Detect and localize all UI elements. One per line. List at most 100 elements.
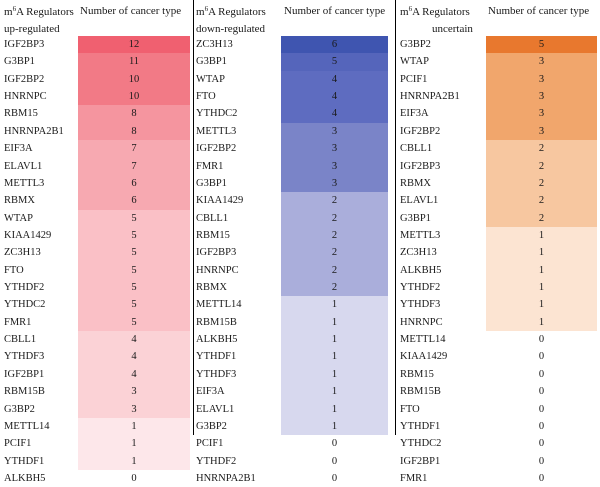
cancer-type-count: 0	[486, 383, 597, 401]
cancer-type-count: 3	[78, 400, 190, 418]
table-row: WTAP 3	[396, 53, 600, 71]
cancer-type-count: 2	[281, 244, 388, 262]
cancer-type-count: 6	[78, 174, 190, 193]
table-row: KIAA1429 0	[396, 348, 600, 366]
regulator-name: ALKBH5	[196, 334, 238, 346]
cancer-type-count: 3	[486, 105, 597, 123]
regulator-name: ALKBH5	[400, 264, 442, 276]
cancer-type-count: 2	[281, 192, 388, 210]
regulator-name: ELAVL1	[196, 403, 235, 415]
cancer-type-count: 1	[281, 400, 388, 418]
regulator-name: G3BP2	[4, 403, 35, 415]
table-row: EIF3A 7	[0, 140, 193, 158]
table-row: METTL3 1	[396, 226, 600, 245]
count-header: Number of cancer type	[80, 5, 182, 17]
table-row: FMR1 0	[396, 470, 600, 487]
table-row: FMR1 5	[0, 313, 193, 332]
table-row: CBLL1 2	[194, 209, 395, 227]
table-row: ELAVL1 1	[194, 400, 395, 418]
regulator-name: G3BP1	[400, 212, 431, 224]
cancer-type-count: 2	[486, 174, 597, 193]
regulator-name: HNRNPA2B1	[400, 91, 460, 103]
table-row: G3BP2 5	[396, 36, 600, 54]
table-row: YTHDF2 5	[0, 279, 193, 297]
regulator-status-label: uncertain	[432, 23, 473, 35]
table-row: ZC3H13 1	[396, 244, 600, 262]
regulator-name: YTHDF2	[400, 282, 441, 294]
table-row: IGF2BP3 2	[194, 244, 395, 262]
cancer-type-count: 4	[281, 88, 388, 106]
regulator-name: YTHDF1	[4, 455, 45, 467]
cancer-type-count: 0	[486, 452, 597, 470]
table-row: METTL14 1	[0, 417, 193, 436]
table-row: KIAA1429 5	[0, 226, 193, 245]
regulator-name: METTL14	[4, 420, 50, 432]
cancer-type-count: 10	[78, 70, 190, 89]
table-row: EIF3A 1	[194, 383, 395, 401]
regulator-name: IGF2BP3	[400, 160, 441, 172]
cancer-type-count: 5	[78, 244, 190, 262]
cancer-type-count: 1	[281, 365, 388, 384]
table-row: FTO 4	[194, 88, 395, 106]
cancer-type-count: 5	[281, 53, 388, 71]
table-row: ELAVL1 7	[0, 157, 193, 175]
regulator-name: FTO	[400, 403, 420, 415]
cancer-type-count: 1	[486, 296, 597, 314]
cancer-type-count: 1	[486, 313, 597, 332]
cancer-type-count: 3	[281, 140, 388, 158]
regulator-name: HNRNPA2B1	[196, 473, 256, 484]
regulator-name: KIAA1429	[196, 195, 244, 207]
regulator-name: FTO	[4, 264, 24, 276]
regulator-name: YTHDC2	[196, 108, 238, 120]
table-row: RBMX 2	[194, 279, 395, 297]
regulator-name: CBLL1	[400, 143, 433, 155]
cancer-type-count: 0	[486, 470, 597, 487]
cancer-type-count: 5	[78, 209, 190, 227]
regulator-name: WTAP	[400, 56, 429, 68]
table-row: ALKBH5 0	[0, 470, 193, 487]
regulator-header-label: A Regulators	[412, 6, 470, 18]
table-row: G3BP1 2	[396, 209, 600, 227]
cancer-type-count: 2	[486, 157, 597, 175]
cancer-type-count: 1	[486, 244, 597, 262]
table-row: CBLL1 2	[396, 140, 600, 158]
regulator-name: HNRNPA2B1	[4, 125, 64, 137]
table-row: IGF2BP1 0	[396, 452, 600, 470]
table-row: RBM15 0	[396, 365, 600, 384]
table-row: WTAP 4	[194, 70, 395, 89]
regulator-name: YTHDF1	[196, 351, 237, 363]
regulator-name: YTHDC2	[400, 438, 442, 450]
table-row: YTHDF1 1	[0, 452, 193, 470]
cancer-type-count: 4	[281, 105, 388, 123]
regulator-name: KIAA1429	[400, 351, 448, 363]
table-row: RBMX 6	[0, 192, 193, 210]
cancer-type-count: 2	[486, 209, 597, 227]
regulator-name: YTHDF2	[4, 282, 45, 294]
regulator-name: IGF2BP2	[4, 73, 45, 85]
regulator-header-label: A Regulators	[16, 6, 74, 18]
regulator-header-label: A Regulators	[208, 6, 266, 18]
table-row: PCIF1 3	[396, 70, 600, 89]
cancer-type-count: 10	[78, 88, 190, 106]
cancer-type-count: 2	[486, 140, 597, 158]
table-row: KIAA1429 2	[194, 192, 395, 210]
cancer-type-count: 12	[78, 36, 190, 54]
regulator-name: G3BP1	[196, 177, 227, 189]
regulator-name: RBM15B	[196, 316, 237, 328]
table-row: CBLL1 4	[0, 331, 193, 349]
table-row: G3BP1 11	[0, 53, 193, 71]
regulator-name: G3BP1	[196, 56, 227, 68]
table-row: PCIF1 1	[0, 435, 193, 453]
cancer-type-count: 3	[281, 174, 388, 193]
table-row: METTL14 1	[194, 296, 395, 314]
cancer-type-count: 0	[486, 435, 597, 453]
regulator-name: RBM15	[196, 229, 230, 241]
regulator-name: YTHDF2	[196, 455, 237, 467]
table-row: METTL3 6	[0, 174, 193, 193]
table-row: ELAVL1 2	[396, 192, 600, 210]
table-row: FTO 5	[0, 261, 193, 280]
table-row: METTL3 3	[194, 122, 395, 141]
panel-up-regulated: m6A Regulators up-regulated Number of ca…	[0, 0, 193, 487]
table-row: HNRNPC 2	[194, 261, 395, 280]
table-row: METTL14 0	[396, 331, 600, 349]
